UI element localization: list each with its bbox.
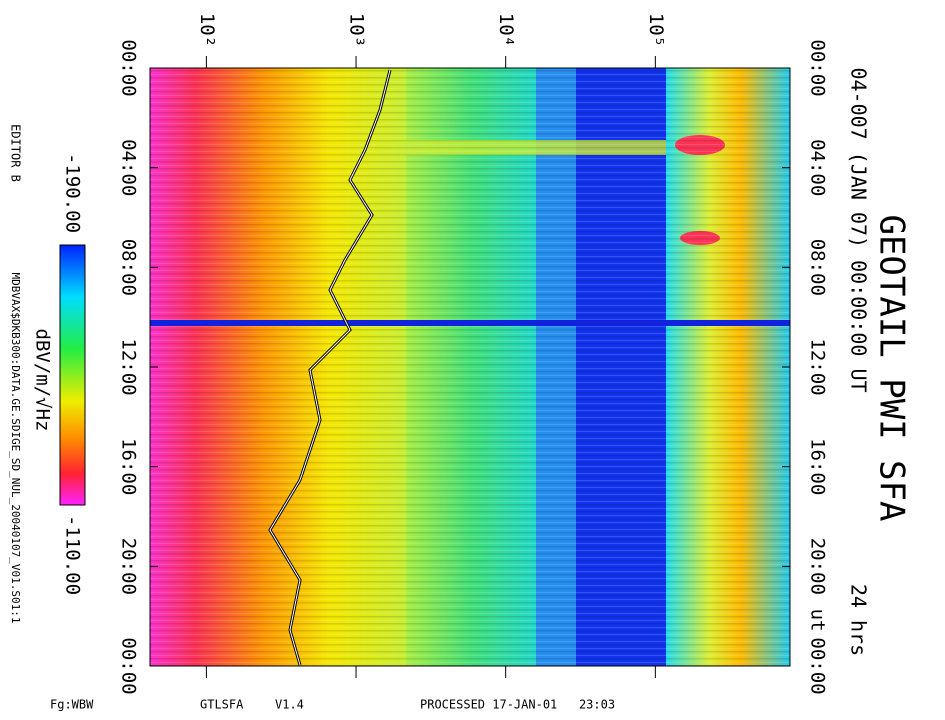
y-tick-label: 00:00 <box>118 637 140 694</box>
duration: 24 hrs <box>847 584 871 656</box>
chart-title: GEOTAIL PWI SFA <box>872 214 912 521</box>
y-tick-label: 04:00 <box>118 139 140 196</box>
footer-program: GTLSFA <box>200 698 244 712</box>
x-tick-label: 10⁵ <box>645 13 667 47</box>
chart-subtitle: 04-007 (JAN 07) 00:00:00 UT <box>847 67 871 392</box>
y-tick-label: 08:00 <box>807 239 829 296</box>
x-tick-label: 10² <box>196 13 218 47</box>
time-unit: ut <box>807 609 829 632</box>
y-tick-label: 12:00 <box>118 338 140 395</box>
y-tick-label: 00:00 <box>807 39 829 96</box>
y-tick-label: 08:00 <box>118 239 140 296</box>
colorbar <box>59 244 86 506</box>
y-tick-label: 20:00 <box>118 538 140 595</box>
y-tick-label: 16:00 <box>118 438 140 495</box>
data-gap <box>150 320 790 326</box>
y-tick-label: 04:00 <box>807 139 829 196</box>
spectrum-texture <box>150 68 790 666</box>
colorbar-min: -190.00 <box>62 153 84 233</box>
footer-figure: Fg:WBW <box>50 698 94 712</box>
colorbar-unit: dBV/m/√Hz <box>32 329 54 432</box>
source-file: MDBVAX$DKB300:DATA.GE.SDIGE_SD_NUL_20040… <box>9 273 22 624</box>
y-tick-label: 12:00 <box>807 338 829 395</box>
x-tick-label: 10³ <box>346 13 368 47</box>
x-tick-label: 10⁴ <box>495 13 517 47</box>
spectrogram <box>150 68 790 666</box>
footer-processed: PROCESSED 17-JAN-01 23:03 <box>420 698 615 712</box>
trace-line <box>269 69 391 666</box>
y-tick-label: 00:00 <box>118 39 140 96</box>
colorbar-max: -110.00 <box>62 515 84 595</box>
y-tick-label: 00:00 <box>807 637 829 694</box>
y-tick-label: 16:00 <box>807 438 829 495</box>
y-tick-label: 20:00 <box>807 538 829 595</box>
editor: EDITOR B <box>9 124 23 182</box>
footer-version: V1.4 <box>275 698 304 712</box>
